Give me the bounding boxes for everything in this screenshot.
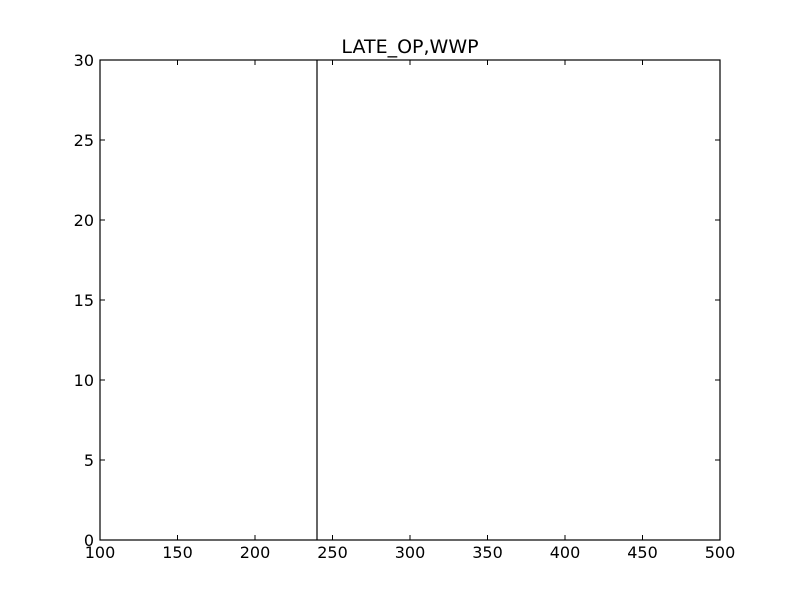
- x-tick-label: 150: [162, 543, 193, 562]
- y-tick-label: 10: [74, 371, 94, 390]
- x-tick-label: 250: [317, 543, 348, 562]
- axes-frame: [99, 59, 721, 541]
- x-tick-label: 450: [627, 543, 658, 562]
- y-tick-label: 15: [74, 291, 94, 310]
- y-tick-label: 25: [74, 131, 94, 150]
- y-tick-label: 0: [84, 531, 94, 550]
- x-tick-label: 300: [395, 543, 426, 562]
- x-tick-label: 100: [85, 543, 116, 562]
- chart-title: LATE_OP,WWP: [341, 36, 478, 58]
- x-tick-label: 350: [472, 543, 503, 562]
- x-tick-label: 500: [705, 543, 736, 562]
- x-tick-label: 400: [550, 543, 581, 562]
- plot-area: [100, 60, 720, 540]
- y-tick-label: 5: [84, 451, 94, 470]
- x-tick-label: 200: [240, 543, 271, 562]
- y-tick-label: 20: [74, 211, 94, 230]
- y-tick-label: 30: [74, 51, 94, 70]
- tick-layer: 100 150 200 250 300 350 400 450 500 0 5 10 15 20 25 30: [74, 51, 736, 562]
